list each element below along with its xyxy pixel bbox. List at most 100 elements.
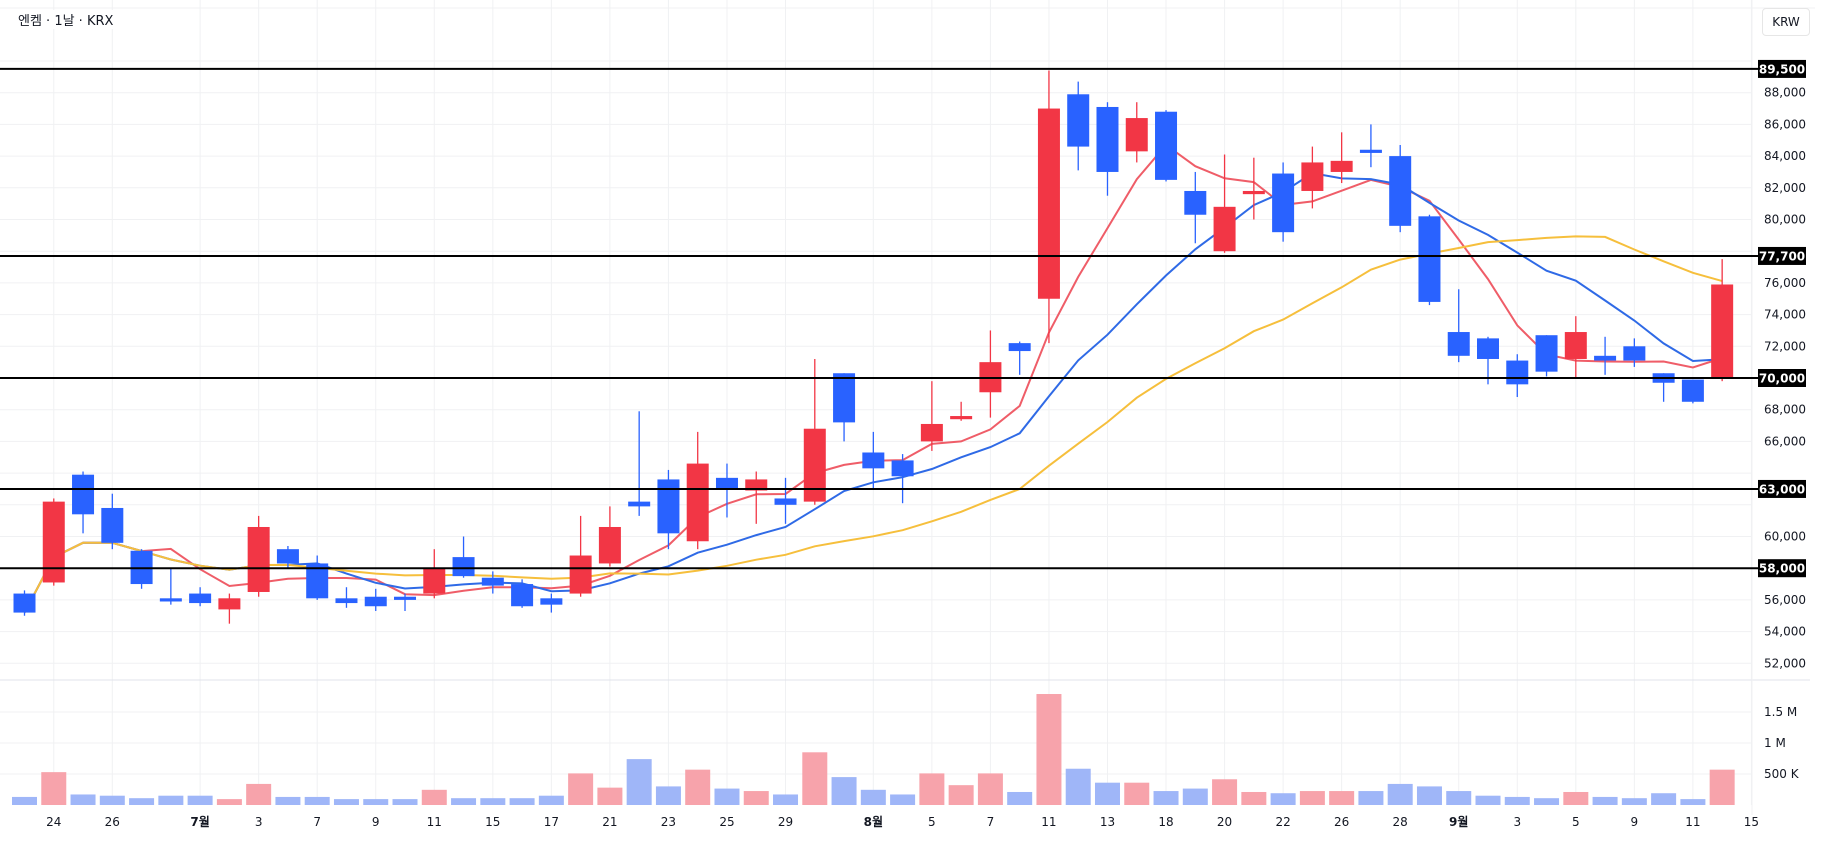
candle-down xyxy=(72,474,95,515)
y-tick-label: 80,000 xyxy=(1764,213,1806,227)
candle-down xyxy=(1535,335,1558,372)
candle-down xyxy=(13,593,36,613)
x-tick-label: 17 xyxy=(544,815,559,829)
y-tick-label: 76,000 xyxy=(1764,276,1806,290)
candle-down xyxy=(628,501,651,507)
volume-bar xyxy=(70,794,96,805)
candle-down xyxy=(1594,355,1617,361)
x-tick-label: 3 xyxy=(255,815,263,829)
candle-up xyxy=(1711,284,1734,378)
level-badge xyxy=(1758,559,1806,578)
candle-down xyxy=(306,563,329,599)
volume-bar xyxy=(1446,791,1472,805)
candle-down xyxy=(1418,216,1441,302)
x-tick-label: 29 xyxy=(778,815,793,829)
y-tick-label: 60,000 xyxy=(1764,530,1806,544)
volume-bar xyxy=(714,788,740,805)
y-tick-label: 66,000 xyxy=(1764,434,1806,448)
volume-tick-label: 500 K xyxy=(1764,767,1800,781)
volume-bar xyxy=(304,796,330,805)
candle-down xyxy=(481,577,504,586)
volume-bar xyxy=(1036,694,1062,805)
candle-down xyxy=(101,507,124,543)
x-tick-label: 11 xyxy=(427,815,442,829)
candle-down xyxy=(364,596,387,607)
volume-bar xyxy=(1475,795,1501,805)
volume-bar xyxy=(1534,798,1560,805)
volume-bar xyxy=(1065,768,1091,805)
volume-bar xyxy=(363,799,389,805)
candle-down xyxy=(715,477,738,489)
y-tick-label: 84,000 xyxy=(1764,149,1806,163)
y-tick-label: 74,000 xyxy=(1764,308,1806,322)
candle-up xyxy=(1330,160,1353,172)
candle-down xyxy=(891,460,914,477)
x-tick-label: 15 xyxy=(485,815,500,829)
candle-down xyxy=(1155,111,1178,180)
candle-down xyxy=(1067,94,1090,147)
x-tick-label: 3 xyxy=(1513,815,1521,829)
volume-bar xyxy=(1709,769,1735,805)
volume-bar xyxy=(1329,791,1355,805)
x-tick-label: 21 xyxy=(602,815,617,829)
volume-bar xyxy=(597,787,623,805)
x-tick-label: 9 xyxy=(372,815,380,829)
volume-bar xyxy=(919,773,945,805)
volume-bar xyxy=(1621,798,1647,805)
volume-bar xyxy=(626,759,652,805)
volume-bar xyxy=(1504,796,1530,805)
volume-bar xyxy=(1241,791,1267,805)
x-tick-label: 7 xyxy=(987,815,995,829)
volume-bar xyxy=(568,773,594,805)
level-label: 70,000 xyxy=(1759,372,1805,386)
candle-up xyxy=(423,568,446,594)
candle-up xyxy=(920,423,943,442)
volume-bar xyxy=(509,798,535,805)
level-badge xyxy=(1758,479,1806,498)
x-tick-label: 20 xyxy=(1217,815,1232,829)
y-tick-label: 52,000 xyxy=(1764,656,1806,670)
candle-down xyxy=(833,373,856,423)
y-tick-label: 88,000 xyxy=(1764,86,1806,100)
candle-up xyxy=(42,501,65,583)
y-tick-label: 72,000 xyxy=(1764,339,1806,353)
volume-bar xyxy=(129,798,155,805)
volume-bar xyxy=(275,796,301,805)
x-tick-label: 24 xyxy=(46,815,61,829)
volume-bar xyxy=(1592,796,1618,805)
volume-bar xyxy=(421,789,447,805)
x-tick-label: 25 xyxy=(719,815,734,829)
candle-down xyxy=(159,598,182,602)
x-tick-label: 28 xyxy=(1393,815,1408,829)
candle-down xyxy=(774,498,797,505)
volume-bar xyxy=(1680,799,1706,805)
volume-tick-label: 1.5 M xyxy=(1764,705,1797,719)
candle-down xyxy=(511,584,534,607)
x-tick-label: 26 xyxy=(105,815,120,829)
level-badge xyxy=(1758,369,1806,387)
volume-bar xyxy=(480,798,506,805)
candle-down xyxy=(452,557,475,577)
volume-bar xyxy=(187,795,213,805)
x-tick-label: 5 xyxy=(928,815,936,829)
y-tick-label: 54,000 xyxy=(1764,625,1806,639)
candle-up xyxy=(950,416,973,420)
volume-bar xyxy=(1387,783,1413,805)
volume-bar xyxy=(743,791,769,805)
candle-down xyxy=(1681,379,1704,402)
candle-up xyxy=(569,555,592,594)
volume-bar xyxy=(1153,791,1179,805)
volume-bar xyxy=(1416,786,1442,805)
y-tick-label: 86,000 xyxy=(1764,117,1806,131)
x-tick-label: 13 xyxy=(1100,815,1115,829)
volume-bar xyxy=(246,783,272,805)
candle-down xyxy=(1389,156,1412,226)
x-tick-label: 23 xyxy=(661,815,676,829)
currency-button[interactable]: KRW xyxy=(1762,8,1810,36)
x-tick-label: 5 xyxy=(1572,815,1580,829)
volume-bar xyxy=(1270,793,1296,805)
volume-bar xyxy=(1299,791,1325,805)
x-tick-label: 7 xyxy=(313,815,321,829)
